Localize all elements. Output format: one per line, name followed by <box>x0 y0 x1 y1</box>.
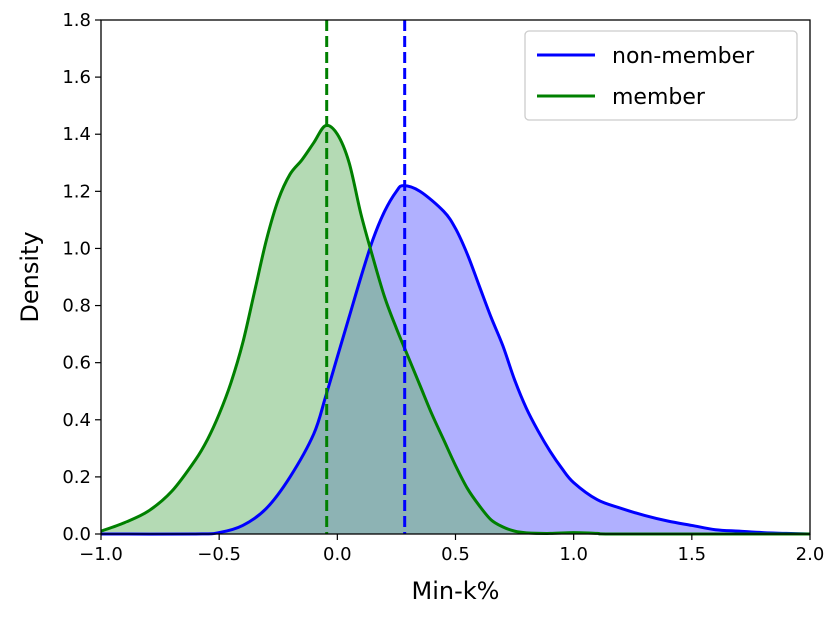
legend: non-member member <box>524 30 798 121</box>
y-tick-label: 1.8 <box>62 10 91 31</box>
density-line-non-member <box>100 184 811 536</box>
y-tick-label: 0.2 <box>62 467 91 488</box>
x-tick-label: 0.0 <box>323 544 352 565</box>
y-tick-label: 1.6 <box>62 67 91 88</box>
x-tick-label: 1.0 <box>559 544 588 565</box>
legend-label-non-member: non-member <box>612 44 755 69</box>
density-line-member <box>100 123 811 536</box>
x-tick-label: 0.5 <box>441 544 470 565</box>
y-axis-ticks: 0.0 0.2 0.4 0.6 0.8 1.0 1.2 1.4 1.6 1.8 <box>62 10 101 545</box>
density-fill-non-member <box>101 185 810 535</box>
y-tick-label: 1.0 <box>62 238 91 259</box>
legend-label-member: member <box>612 85 706 110</box>
y-tick-label: 0.6 <box>62 353 91 374</box>
y-tick-label: 1.4 <box>62 124 91 145</box>
x-axis-label: Min-k% <box>412 577 500 605</box>
legend-box <box>524 30 798 121</box>
y-tick-label: 0.0 <box>62 524 91 545</box>
y-tick-label: 0.8 <box>62 296 91 317</box>
x-tick-label: −0.5 <box>197 544 241 565</box>
x-tick-label: 2.0 <box>796 544 825 565</box>
y-tick-label: 1.2 <box>62 181 91 202</box>
y-axis-label: Density <box>16 231 44 322</box>
x-axis-ticks: −1.0 −0.5 0.0 0.5 1.0 1.5 2.0 <box>79 534 824 565</box>
density-lines <box>100 123 811 536</box>
mean-lines <box>325 20 407 534</box>
density-fills <box>101 125 810 535</box>
y-tick-label: 0.4 <box>62 410 91 431</box>
x-tick-label: 1.5 <box>678 544 707 565</box>
density-fill-member <box>101 125 810 535</box>
x-tick-label: −1.0 <box>79 544 123 565</box>
